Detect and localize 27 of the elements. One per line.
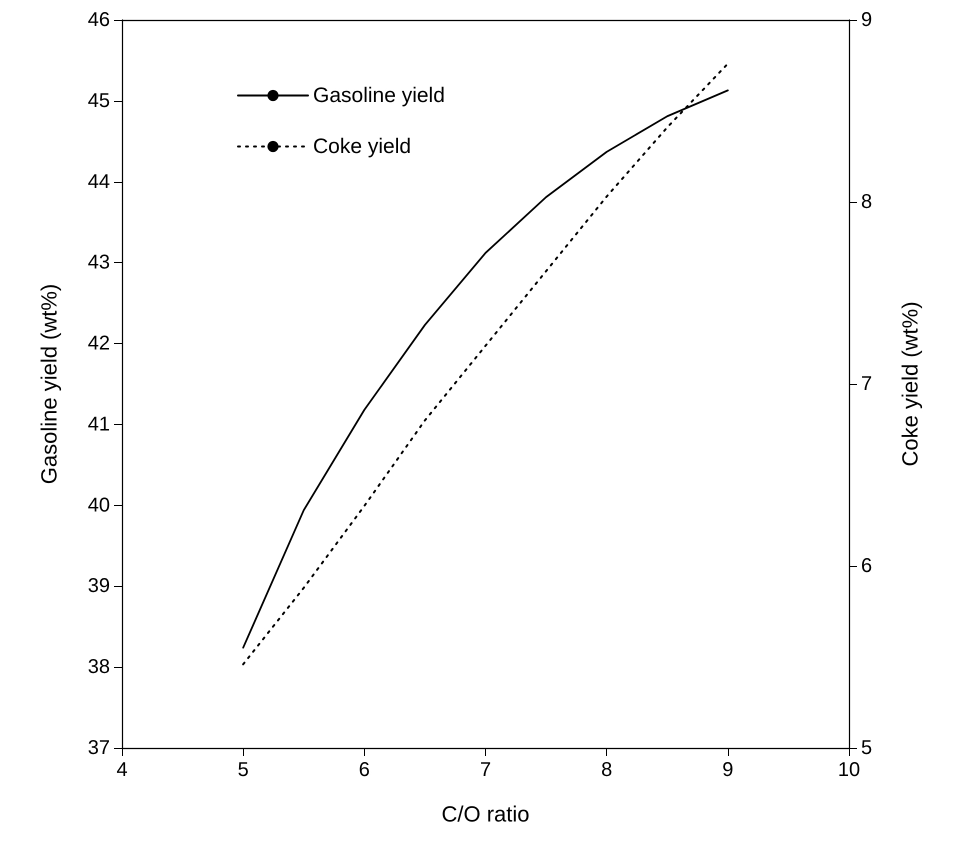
y-axis-title: Gasoline yield (wt%)	[36, 284, 62, 484]
y2-tick-label: 9	[861, 9, 872, 31]
y-tick-label: 39	[88, 575, 110, 598]
x-tick-label: 9	[722, 759, 734, 781]
y-tick-label: 44	[88, 170, 110, 193]
x-tick-label: 10	[838, 759, 860, 781]
y-tick-label: 41	[88, 413, 110, 436]
legend-label: Gasoline yield	[313, 84, 445, 107]
y-tick-label: 42	[88, 332, 110, 355]
y2-tick-label: 5	[861, 737, 872, 759]
y2-tick-label: 8	[861, 191, 872, 213]
y2-axis-title: Coke yield (wt%)	[898, 301, 922, 467]
x-tick-label: 8	[601, 759, 612, 781]
y-tick-label: 37	[88, 737, 110, 759]
y2-tick-label: 7	[861, 373, 872, 395]
y-tick-label: 40	[88, 494, 110, 516]
y-tick-label: 46	[88, 9, 110, 31]
y-tick-label: 45	[88, 90, 110, 112]
x-tick-label: 4	[116, 759, 128, 781]
legend-label: Coke yield	[313, 135, 412, 158]
y2-tick-label: 6	[861, 555, 872, 577]
y-tick-label: 38	[88, 656, 110, 678]
x-tick-label: 6	[358, 759, 370, 781]
x-tick-label: 5	[238, 759, 249, 781]
x-axis-title: C/O ratio	[441, 802, 530, 826]
y-tick-label: 43	[88, 252, 110, 274]
x-tick-label: 7	[480, 759, 492, 781]
